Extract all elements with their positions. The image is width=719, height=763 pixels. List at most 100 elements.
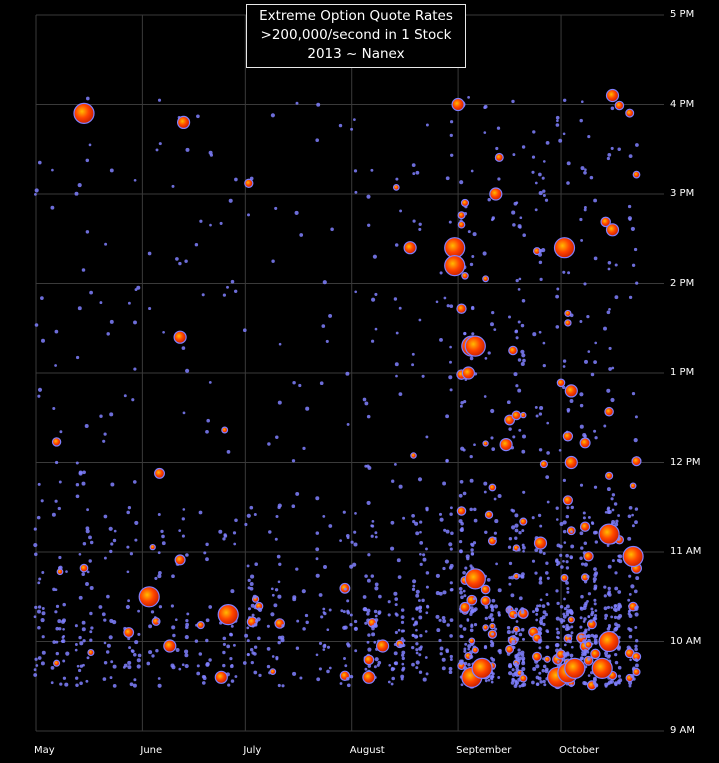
data-point	[387, 613, 391, 617]
data-point	[34, 657, 38, 661]
data-point	[489, 622, 496, 630]
data-point	[467, 644, 472, 649]
data-point	[134, 538, 138, 542]
data-point	[463, 649, 467, 653]
data-point	[109, 412, 114, 417]
data-point	[484, 616, 488, 621]
data-point	[583, 551, 594, 562]
data-point	[632, 677, 636, 681]
data-point	[470, 624, 474, 629]
data-point	[388, 663, 392, 667]
data-point	[490, 218, 494, 222]
data-point	[315, 547, 320, 552]
data-point	[79, 681, 83, 686]
data-point	[127, 599, 130, 603]
data-point	[137, 653, 142, 658]
data-point	[443, 528, 447, 532]
data-point	[137, 609, 141, 613]
data-point	[511, 509, 516, 513]
data-point	[508, 576, 512, 580]
data-point	[520, 572, 525, 577]
data-point	[226, 450, 231, 454]
data-point	[539, 524, 543, 528]
data-point	[153, 616, 157, 619]
data-point	[150, 610, 155, 614]
data-point	[632, 667, 641, 677]
data-point	[521, 299, 526, 303]
data-point	[606, 310, 611, 315]
data-point	[521, 529, 525, 533]
data-point	[458, 539, 463, 544]
data-point	[512, 223, 516, 227]
data-point	[354, 190, 358, 194]
data-point	[515, 637, 520, 642]
data-point	[415, 660, 420, 665]
data-point	[570, 625, 574, 629]
data-point	[613, 615, 618, 620]
data-point	[489, 187, 503, 201]
data-point	[634, 658, 638, 662]
data-point	[353, 169, 358, 173]
data-point	[521, 661, 526, 666]
data-point	[362, 670, 376, 684]
data-point	[110, 542, 114, 546]
data-point	[219, 221, 223, 225]
data-point	[511, 639, 516, 644]
data-point	[587, 627, 591, 631]
data-point	[542, 194, 546, 197]
data-point	[84, 424, 89, 428]
data-point	[462, 570, 466, 575]
data-point	[274, 588, 279, 592]
data-point	[203, 551, 207, 555]
data-point	[564, 455, 578, 470]
data-point	[518, 531, 522, 535]
data-point	[205, 661, 210, 667]
data-point	[469, 606, 474, 610]
data-point	[37, 609, 41, 614]
y-tick-label: 2 PM	[670, 277, 695, 289]
data-point	[634, 644, 638, 648]
data-point	[469, 262, 474, 267]
data-point	[418, 222, 422, 226]
data-point	[520, 361, 525, 367]
data-point	[41, 338, 45, 343]
data-point	[514, 679, 518, 683]
data-point	[228, 198, 233, 203]
data-point	[582, 516, 586, 520]
data-point	[182, 411, 186, 415]
data-point	[422, 557, 427, 562]
data-point	[537, 631, 542, 636]
data-point	[459, 404, 463, 408]
data-point	[184, 653, 189, 658]
data-point	[462, 589, 466, 593]
data-point	[366, 500, 371, 505]
data-point	[593, 602, 597, 606]
data-point	[449, 304, 454, 308]
data-point	[522, 545, 526, 550]
data-point	[618, 613, 623, 619]
data-point	[484, 605, 489, 610]
data-point	[277, 640, 281, 645]
data-point	[299, 233, 304, 237]
data-point	[456, 506, 467, 516]
data-point	[418, 609, 423, 613]
data-point	[393, 462, 397, 466]
data-point	[247, 578, 251, 583]
data-point	[579, 118, 583, 123]
data-point	[371, 632, 376, 637]
data-point	[584, 359, 588, 364]
data-point	[617, 602, 622, 607]
data-point	[266, 624, 270, 628]
data-point	[545, 475, 550, 479]
data-point	[538, 580, 543, 585]
data-point	[266, 647, 271, 651]
data-point	[517, 573, 522, 578]
data-point	[275, 435, 279, 439]
data-point	[435, 591, 440, 596]
data-point	[155, 648, 159, 653]
data-point	[253, 645, 258, 649]
data-point	[614, 522, 619, 527]
data-point	[614, 295, 619, 300]
data-point	[59, 430, 63, 434]
data-point	[541, 604, 546, 608]
